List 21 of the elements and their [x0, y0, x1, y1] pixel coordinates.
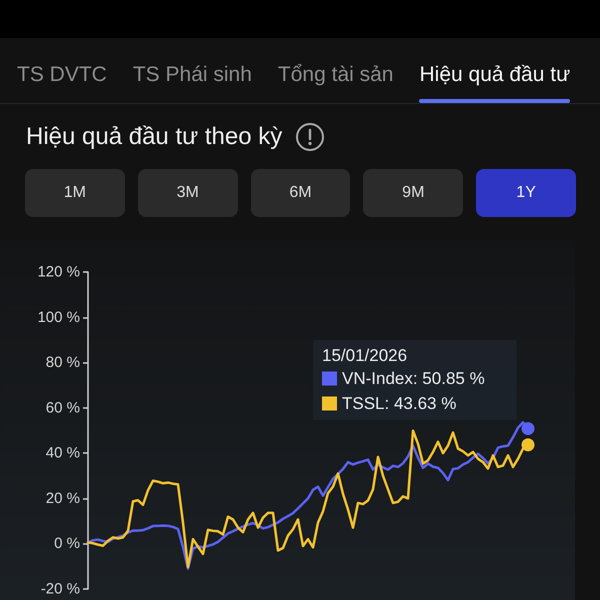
legend-title: 15/01/2026 — [322, 346, 408, 365]
y-tick-label: 60 % — [46, 399, 80, 416]
legend-label: VN-Index: 50.85 % — [342, 369, 485, 388]
period-button[interactable]: 1Y — [476, 169, 576, 217]
y-tick-label: -20 % — [40, 580, 80, 598]
tab[interactable]: Tổng tài sản — [278, 58, 394, 103]
tab[interactable]: TS DVTC — [17, 58, 107, 103]
tab[interactable]: Hiệu quả đầu tư — [419, 58, 570, 103]
period-button[interactable]: 3M — [138, 169, 238, 217]
legend-label: TSSL: 43.63 % — [342, 394, 456, 413]
chart-title: Hiệu quả đầu tư theo kỳ — [26, 123, 282, 151]
period-button[interactable]: 6M — [250, 169, 350, 217]
period-button[interactable]: 9M — [363, 169, 464, 217]
y-tick-label: 80 % — [46, 354, 80, 372]
tab[interactable]: TS Phái sinh — [132, 58, 252, 103]
y-tick-label: 20 % — [46, 490, 80, 507]
y-tick-label: 40 % — [46, 444, 80, 462]
y-tick-label: 120 % — [37, 264, 80, 280]
y-tick-label: 100 % — [37, 308, 80, 326]
period-button[interactable]: 1M — [25, 169, 125, 217]
y-tick-label: 0 % — [54, 535, 80, 552]
